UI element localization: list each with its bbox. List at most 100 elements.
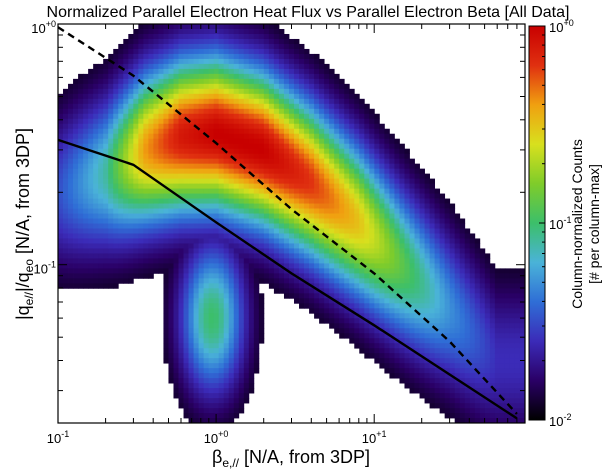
heatmap-cell	[253, 363, 260, 369]
heatmap-cell	[113, 68, 119, 75]
heatmap-cell	[228, 148, 235, 155]
heatmap-cell	[359, 258, 365, 264]
heatmap-cell	[469, 398, 476, 404]
heatmap-cell	[168, 348, 174, 354]
heatmap-cell	[183, 38, 189, 45]
heatmap-cell	[213, 353, 220, 359]
heatmap-cell	[429, 233, 436, 239]
y-axis-q-numerator: |q	[13, 305, 33, 320]
heatmap-cell	[193, 248, 199, 254]
heatmap-cell	[203, 218, 210, 224]
heatmap-cell	[188, 213, 194, 219]
heatmap-cell	[379, 363, 385, 369]
heatmap-cell	[334, 103, 340, 110]
heatmap-cell	[193, 353, 199, 359]
heatmap-cell	[314, 173, 320, 180]
heatmap-cell	[188, 398, 194, 404]
heatmap-cell	[183, 258, 189, 264]
heatmap-cell	[369, 343, 375, 349]
heatmap-cell	[143, 123, 149, 130]
heatmap-cell	[148, 53, 154, 60]
heatmap-cell	[78, 123, 84, 130]
heatmap-cell	[93, 213, 99, 219]
heatmap-cell	[329, 118, 335, 125]
heatmap-cell	[404, 353, 410, 359]
heatmap-cell	[349, 303, 355, 309]
heatmap-cell	[509, 393, 516, 399]
heatmap-cell	[218, 243, 225, 249]
heatmap-cell	[339, 273, 345, 279]
heatmap-cell	[233, 98, 240, 105]
heatmap-cell	[58, 223, 64, 229]
heatmap-cell	[394, 333, 400, 339]
heatmap-cell	[309, 108, 315, 115]
heatmap-cell	[504, 338, 511, 344]
heatmap-cell	[113, 173, 119, 180]
heatmap-cell	[489, 368, 496, 374]
heatmap-cell	[469, 353, 476, 359]
heatmap-cell	[203, 153, 210, 160]
heatmap-cell	[509, 348, 516, 354]
heatmap-cell	[183, 283, 189, 289]
heatmap-cell	[83, 113, 89, 120]
heatmap-cell	[399, 148, 405, 155]
heatmap-cell	[223, 398, 230, 404]
heatmap-cell	[183, 408, 189, 414]
heatmap-cell	[389, 268, 395, 274]
heatmap-cell	[354, 213, 360, 219]
heatmap-cell	[178, 398, 184, 404]
heatmap-cell	[93, 98, 99, 105]
heatmap-cell	[223, 173, 230, 180]
heatmap-cell	[178, 103, 184, 110]
heatmap-cell	[108, 83, 114, 90]
heatmap-cell	[278, 103, 285, 110]
heatmap-cell	[379, 218, 385, 224]
heatmap-cell	[389, 168, 395, 175]
heatmap-cell	[133, 33, 139, 40]
heatmap-cell	[163, 188, 169, 194]
heatmap-cell	[168, 368, 174, 374]
heatmap-cell	[183, 143, 189, 150]
heatmap-cell	[429, 318, 436, 324]
heatmap-cell	[283, 93, 290, 100]
heatmap-cell	[258, 173, 265, 180]
heatmap-cell	[434, 193, 441, 199]
heatmap-cell	[409, 243, 415, 249]
heatmap-cell	[193, 83, 199, 90]
heatmap-cell	[148, 238, 154, 244]
heatmap-cell	[163, 63, 169, 70]
heatmap-cell	[344, 273, 350, 279]
heatmap-cell	[479, 293, 486, 299]
heatmap-cell	[394, 143, 400, 150]
heatmap-cell	[329, 258, 335, 264]
heatmap-cell	[68, 218, 74, 224]
heatmap-cell	[369, 168, 375, 175]
heatmap-cell	[93, 238, 99, 244]
heatmap-cell	[103, 118, 109, 125]
heatmap-cell	[158, 113, 164, 120]
heatmap-cell	[248, 233, 255, 239]
heatmap-cell	[63, 163, 69, 170]
heatmap-cell	[223, 253, 230, 259]
heatmap-cell	[474, 238, 481, 244]
heatmap-cell	[138, 153, 144, 160]
heatmap-cell	[369, 153, 375, 160]
x-axis-ticks: 10-1 10+0 10+1	[47, 24, 526, 446]
heatmap-cell	[243, 113, 250, 120]
heatmap-cell	[103, 133, 109, 140]
heatmap-cell	[143, 158, 149, 165]
heatmap-cell	[58, 218, 64, 224]
heatmap-cell	[178, 383, 184, 389]
heatmap-cell	[439, 393, 446, 399]
heatmap-cell	[203, 103, 210, 110]
heatmap-cell	[208, 123, 215, 130]
heatmap-cell	[459, 328, 466, 334]
heatmap-cell	[63, 168, 69, 175]
heatmap-cell	[384, 258, 390, 264]
heatmap-cell	[173, 143, 179, 150]
heatmap-cell	[409, 278, 415, 284]
heatmap-cell	[113, 153, 119, 160]
heatmap-cell	[58, 248, 64, 254]
heatmap-cell	[243, 363, 250, 369]
heatmap-cell	[228, 333, 235, 339]
